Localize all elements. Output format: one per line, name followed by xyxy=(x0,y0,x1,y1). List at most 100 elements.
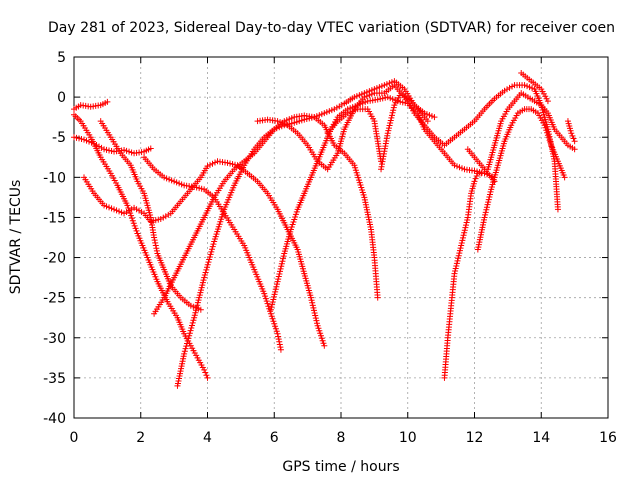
data-point-fill xyxy=(199,282,206,289)
data-point-fill xyxy=(376,84,383,91)
data-point-fill xyxy=(193,304,200,311)
data-point-fill xyxy=(192,309,199,316)
data-point-fill xyxy=(176,180,183,187)
data-point-fill xyxy=(229,161,236,168)
data-point-fill xyxy=(198,287,205,294)
data-point-fill xyxy=(352,107,359,114)
data-point-fill xyxy=(359,100,366,107)
data-point-fill xyxy=(316,327,323,334)
data-point-fill xyxy=(272,286,279,293)
data-point-fill xyxy=(388,112,395,119)
data-point-fill xyxy=(196,185,203,192)
data-point-fill xyxy=(118,209,125,216)
x-tick-label: 8 xyxy=(337,430,346,446)
data-point xyxy=(201,366,208,373)
y-axis-label: SDTVAR / TECUs xyxy=(8,180,24,295)
series-arc-4 xyxy=(81,158,328,349)
data-point xyxy=(267,306,274,313)
data-point-fill xyxy=(473,172,480,179)
data-point xyxy=(384,94,391,101)
data-point xyxy=(277,346,284,353)
data-point-fill xyxy=(288,120,295,127)
data-point xyxy=(204,163,211,170)
data-point xyxy=(274,278,281,285)
data-point-fill xyxy=(279,258,286,265)
data-point-fill xyxy=(126,148,133,155)
data-point-fill xyxy=(509,83,516,90)
data-point-fill xyxy=(278,123,285,130)
data-point-fill xyxy=(208,248,215,255)
data-point-fill xyxy=(271,320,278,327)
data-point xyxy=(204,374,211,381)
data-point-fill xyxy=(314,320,321,327)
data-point-fill xyxy=(326,108,333,115)
data-point-fill xyxy=(318,335,325,342)
data-point-fill xyxy=(126,207,133,214)
data-point-fill xyxy=(458,239,465,246)
data-point-fill xyxy=(349,108,356,115)
data-point-fill xyxy=(323,109,330,116)
series-arc-11 xyxy=(324,106,385,165)
data-point-fill xyxy=(270,293,277,300)
data-point xyxy=(181,350,188,357)
data-point-fill xyxy=(303,115,310,122)
data-point-fill xyxy=(187,327,194,334)
data-point-fill xyxy=(206,256,213,263)
data-point xyxy=(157,216,164,223)
data-point-fill xyxy=(383,81,390,88)
data-point-fill xyxy=(428,113,435,120)
data-point-fill xyxy=(151,237,158,244)
data-point-fill xyxy=(165,211,172,218)
data-point-fill xyxy=(315,325,322,332)
y-tick-label: -5 xyxy=(52,130,66,146)
x-tick-label: 4 xyxy=(203,430,212,446)
data-point xyxy=(374,294,381,301)
data-point-fill xyxy=(479,169,486,176)
y-tick-label: -30 xyxy=(43,331,66,347)
data-point-fill xyxy=(272,323,279,330)
data-point xyxy=(311,114,318,121)
data-point xyxy=(71,134,77,141)
data-point-fill xyxy=(200,277,207,284)
data-point-fill xyxy=(399,99,406,106)
data-point-fill xyxy=(461,229,468,236)
data-point-fill xyxy=(227,160,234,167)
data-point xyxy=(381,82,388,89)
y-tick-label: -40 xyxy=(43,411,66,427)
data-point-fill xyxy=(545,134,552,141)
data-point-fill xyxy=(270,318,277,325)
data-point xyxy=(101,202,108,209)
data-point-fill xyxy=(275,273,282,280)
data-point-fill xyxy=(529,85,536,92)
data-point-fill xyxy=(197,289,204,296)
data-point-fill xyxy=(282,121,289,128)
data-point-fill xyxy=(133,206,140,213)
data-point-fill xyxy=(356,92,363,99)
data-point-fill xyxy=(506,84,513,91)
data-point-fill xyxy=(390,107,397,114)
data-point xyxy=(81,136,88,143)
data-point-fill xyxy=(185,335,192,342)
data-point-fill xyxy=(484,201,491,208)
data-point-fill xyxy=(125,204,132,211)
data-point-fill xyxy=(152,239,159,246)
data-point-fill xyxy=(292,211,299,218)
data-point-fill xyxy=(163,175,170,182)
data-point-fill xyxy=(138,209,145,216)
data-point-fill xyxy=(288,223,295,230)
data-point xyxy=(151,234,158,241)
data-point-fill xyxy=(426,112,433,119)
data-point-fill xyxy=(456,247,463,254)
series-arc-15 xyxy=(474,106,568,253)
data-point-fill xyxy=(113,207,120,214)
data-point-fill xyxy=(108,148,115,155)
data-point-fill xyxy=(277,344,284,351)
data-point-fill xyxy=(385,125,392,132)
data-point-fill xyxy=(353,93,360,100)
data-point-fill xyxy=(336,103,343,110)
data-point-fill xyxy=(368,91,375,98)
data-point-fill xyxy=(333,104,340,111)
data-point-fill xyxy=(482,209,489,216)
data-point-fill xyxy=(385,127,392,134)
